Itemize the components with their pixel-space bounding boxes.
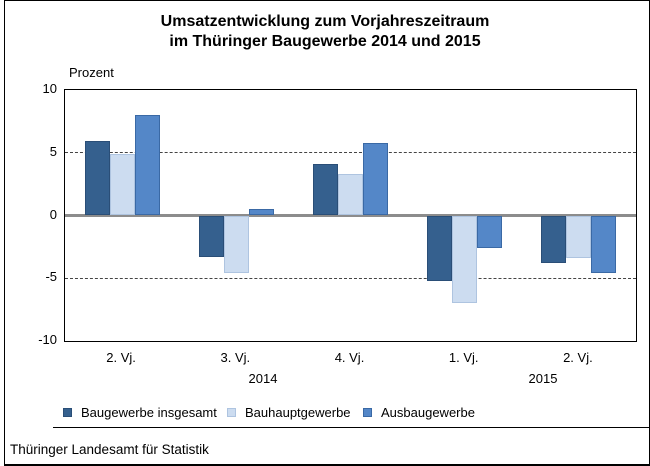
chart-title-line-1: Umsatzentwicklung zum Vorjahreszeitraum [160,13,490,30]
legend-item-ausbaugewerbe: Ausbaugewerbe [363,404,475,420]
bar-baugewerbe-insgesamt-group5 [541,215,567,264]
bar-baugewerbe-insgesamt-group3 [313,164,338,216]
y-tick--10: -10 [38,332,57,347]
legend-label: Baugewerbe insgesamt [81,404,217,420]
x-label-group4: 1. Vj. [448,350,479,365]
gridline-5 [65,152,636,154]
bar-bauhauptgewerbe-group3 [338,174,363,216]
y-axis-unit-label: Prozent [69,65,114,80]
bar-ausbaugewerbe-group5 [591,215,617,274]
legend-swatch-icon [363,407,372,417]
legend-swatch-icon [227,407,236,417]
bar-ausbaugewerbe-group4 [477,215,503,249]
x-year-label-2014: 2014 [248,371,278,386]
bar-bauhauptgewerbe-group5 [566,215,592,259]
chart-title: Umsatzentwicklung zum Vorjahreszeitraum … [0,12,650,52]
bar-bauhauptgewerbe-group4 [452,215,478,304]
y-tick-0: 0 [49,206,57,222]
y-tick--5: -5 [45,269,57,285]
bar-ausbaugewerbe-group2 [248,209,274,216]
footer-divider [53,427,650,428]
legend-swatch-icon [63,407,72,417]
bar-baugewerbe-insgesamt-group2 [198,215,224,257]
legend-label: Bauhauptgewerbe [245,404,351,420]
y-tick-10: 10 [42,81,57,96]
bar-bauhauptgewerbe-group2 [223,215,249,274]
legend-item-bauhauptgewerbe: Bauhauptgewerbe [227,404,351,420]
source-label: Thüringer Landesamt für Statistik [10,442,209,457]
bar-baugewerbe-insgesamt-group4 [427,215,453,281]
bar-ausbaugewerbe-group1 [134,115,160,216]
zero-axis-line [65,214,636,217]
y-tick-5: 5 [49,143,57,159]
bar-ausbaugewerbe-group3 [363,142,388,216]
x-label-group3: 4. Vj. [334,350,365,365]
bar-bauhauptgewerbe-group1 [109,154,135,216]
legend-item-baugewerbe-insgesamt: Baugewerbe insgesamt [63,404,217,420]
plot-area [64,89,637,342]
x-label-group1: 2. Vj. [106,350,136,365]
bar-baugewerbe-insgesamt-group1 [84,141,110,216]
x-year-label-2015: 2015 [528,371,558,386]
gridline--5 [65,277,636,279]
legend-label: Ausbaugewerbe [381,404,475,420]
x-label-group5: 2. Vj. [563,350,593,365]
x-label-group2: 3. Vj. [220,350,251,365]
chart-title-line-2: im Thüringer Baugewerbe 2014 und 2015 [169,33,481,50]
